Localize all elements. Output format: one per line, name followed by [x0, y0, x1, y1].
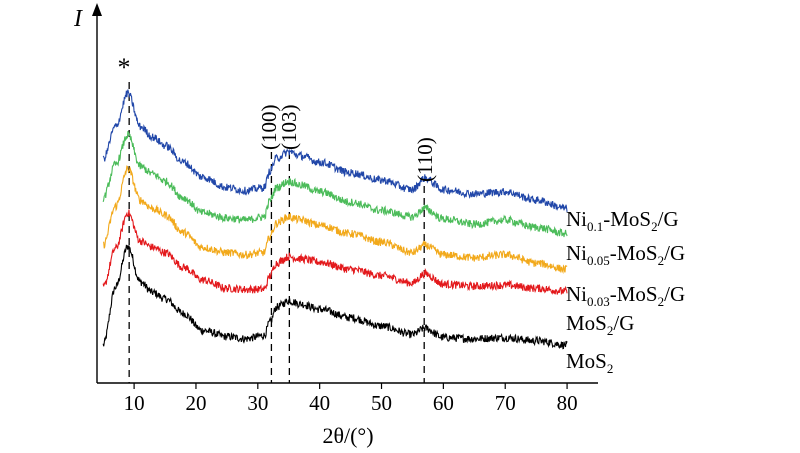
- series-label-ni005: Ni0.05-MoS2/G: [566, 241, 685, 268]
- x-tick-label: 80: [557, 391, 578, 415]
- x-tick-label: 30: [247, 391, 268, 415]
- x-tick-label: 40: [309, 391, 330, 415]
- series-label-mos2: MoS2: [566, 349, 613, 376]
- series-line: [102, 130, 568, 238]
- annotation-star: *: [118, 53, 131, 82]
- annotation-100: (100): [257, 105, 281, 151]
- series-line: [102, 89, 568, 213]
- x-tick-label: 60: [433, 391, 454, 415]
- x-ticks: 10 20 30 40 50 60 70 80: [124, 383, 578, 415]
- y-axis-arrow: [92, 3, 102, 16]
- x-axis-label: 2θ/(°): [322, 423, 373, 448]
- y-axis-label: I: [73, 6, 83, 32]
- series-label-ni003: Ni0.03-MoS2/G: [566, 282, 685, 309]
- series-line: [102, 165, 568, 275]
- x-tick-label: 10: [124, 391, 145, 415]
- series-label-ni01: Ni0.1-MoS2/G: [566, 207, 679, 234]
- reference-lines: [128, 82, 425, 383]
- series-line: [102, 209, 568, 296]
- series-line: [102, 244, 568, 350]
- series-group: [102, 89, 568, 350]
- x-tick-label: 70: [495, 391, 516, 415]
- x-tick-label: 20: [185, 391, 206, 415]
- series-label-mos2g: MoS2/G: [566, 311, 634, 338]
- annotation-110: (110): [413, 137, 437, 182]
- x-tick-label: 50: [371, 391, 392, 415]
- annotation-103: (103): [277, 105, 301, 151]
